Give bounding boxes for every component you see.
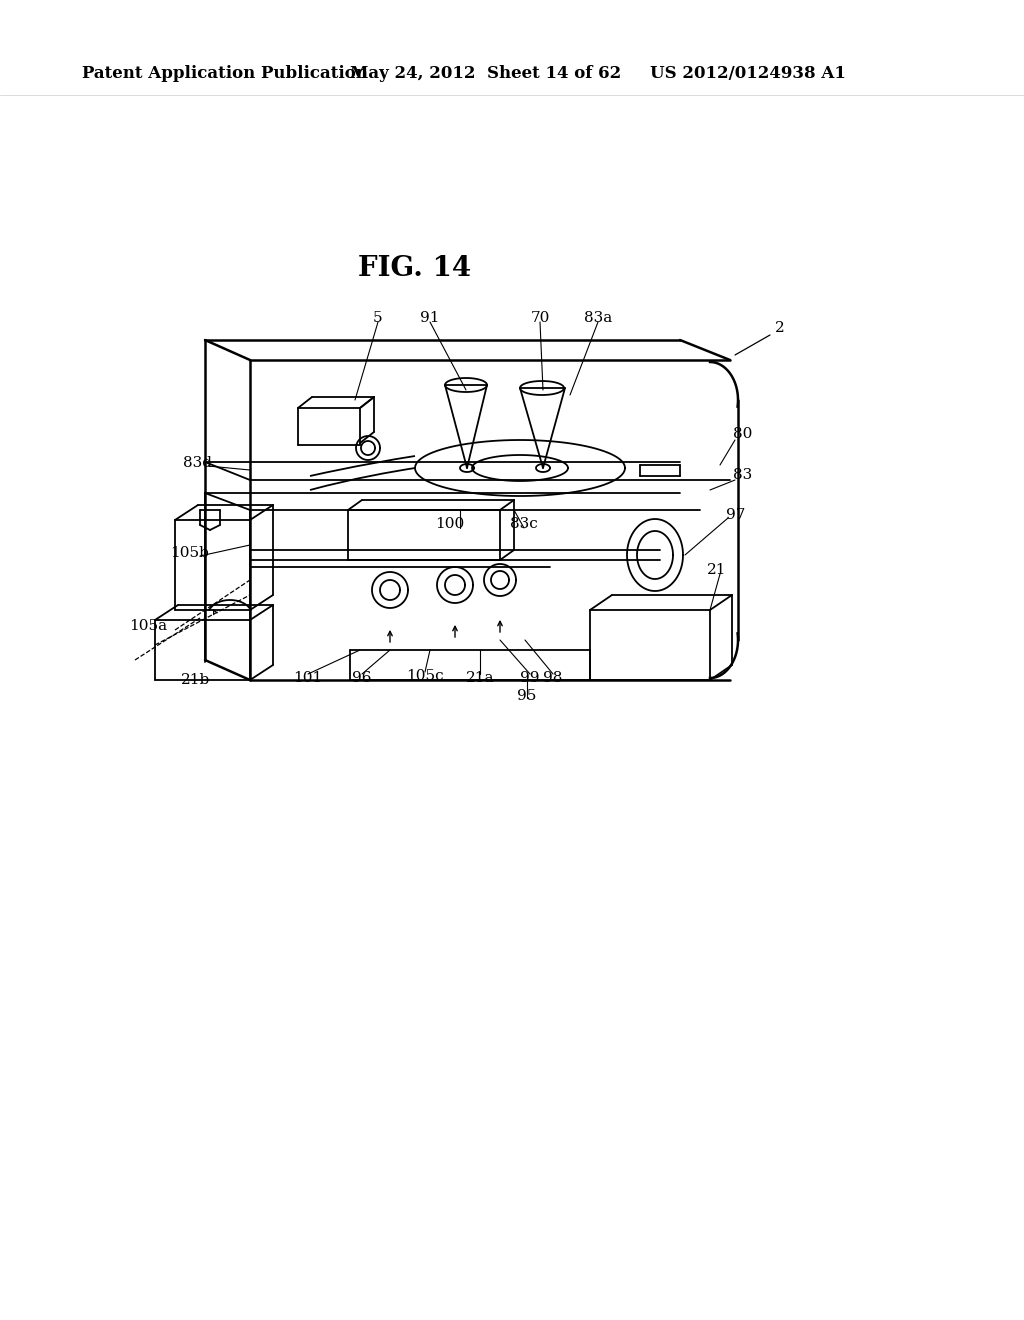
Text: 105c: 105c (407, 669, 443, 682)
Text: 83c: 83c (510, 517, 538, 531)
Text: 83a: 83a (584, 312, 612, 325)
Text: 5: 5 (373, 312, 383, 325)
Text: 21a: 21a (466, 671, 495, 685)
Text: 96: 96 (352, 671, 372, 685)
Text: 99: 99 (520, 671, 540, 685)
Text: 21b: 21b (181, 673, 211, 686)
Text: 100: 100 (435, 517, 465, 531)
Text: 80: 80 (733, 426, 753, 441)
Text: May 24, 2012  Sheet 14 of 62: May 24, 2012 Sheet 14 of 62 (350, 66, 622, 82)
Text: 21: 21 (708, 564, 727, 577)
Text: 91: 91 (420, 312, 439, 325)
Text: 70: 70 (530, 312, 550, 325)
Text: 98: 98 (544, 671, 562, 685)
Text: Patent Application Publication: Patent Application Publication (82, 66, 368, 82)
Text: 105b: 105b (171, 546, 210, 560)
Text: 101: 101 (293, 671, 323, 685)
Text: 95: 95 (517, 689, 537, 704)
Text: 83: 83 (733, 469, 753, 482)
Text: 83d: 83d (183, 455, 213, 470)
Text: 2: 2 (775, 321, 784, 335)
Text: 97: 97 (726, 508, 745, 521)
Text: FIG. 14: FIG. 14 (358, 255, 472, 281)
Text: 105a: 105a (129, 619, 167, 634)
Text: US 2012/0124938 A1: US 2012/0124938 A1 (650, 66, 846, 82)
